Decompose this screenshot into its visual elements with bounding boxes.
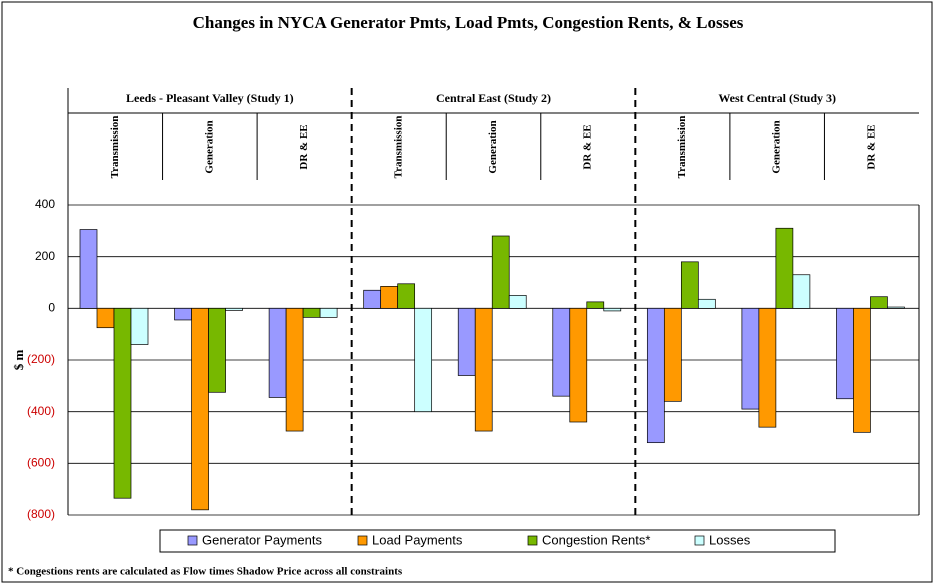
- legend-label: Generator Payments: [202, 532, 322, 547]
- x-tick-label: Generation: [487, 120, 499, 173]
- bar: [96, 307, 115, 329]
- bar: [397, 283, 416, 309]
- bar: [663, 307, 682, 402]
- bar: [586, 301, 605, 309]
- y-tick-label: (200): [27, 352, 55, 366]
- bar: [113, 307, 132, 499]
- group-label: Leeds - Pleasant Valley (Study 1): [126, 91, 294, 105]
- bar: [853, 307, 871, 433]
- y-tick-label: (400): [27, 404, 55, 418]
- bar: [870, 296, 888, 309]
- legend-swatch: [187, 535, 198, 546]
- legend-label: Congestion Rents*: [542, 532, 650, 547]
- bar: [130, 307, 149, 345]
- x-tick-label: DR & EE: [298, 124, 310, 169]
- bar: [225, 307, 243, 311]
- bar: [680, 261, 699, 309]
- bar: [758, 307, 777, 428]
- legend-swatch: [527, 535, 538, 546]
- x-tick-label: DR & EE: [582, 124, 594, 169]
- bar: [79, 229, 98, 309]
- bar: [268, 307, 287, 398]
- group-label: Central East (Study 2): [436, 91, 551, 105]
- legend-box: [159, 529, 836, 553]
- y-tick-label: 0: [48, 301, 55, 315]
- bar: [552, 307, 571, 397]
- bar: [887, 306, 905, 309]
- bar: [174, 307, 192, 321]
- x-tick-label: Generation: [203, 120, 215, 173]
- x-tick-label: Generation: [771, 120, 783, 173]
- bar: [319, 307, 338, 318]
- bar: [508, 295, 527, 309]
- bar: [491, 235, 510, 309]
- bar: [474, 307, 493, 432]
- bar: [363, 289, 382, 309]
- footnote: * Congestions rents are calculated as Fl…: [8, 566, 403, 578]
- bar: [603, 307, 622, 312]
- bar: [697, 298, 716, 309]
- legend-label: Losses: [709, 532, 751, 547]
- bar: [414, 307, 433, 413]
- bar: [569, 307, 588, 423]
- bar: [646, 307, 665, 444]
- bar: [302, 307, 321, 318]
- legend-swatch: [694, 535, 705, 546]
- x-tick-label: DR & EE: [865, 124, 877, 169]
- bar: [208, 307, 226, 393]
- bar: [741, 307, 760, 410]
- legend-label: Load Payments: [372, 532, 463, 547]
- bar: [836, 307, 854, 400]
- x-tick-label: Transmission: [109, 116, 121, 179]
- chart-title: Changes in NYCA Generator Pmts, Load Pmt…: [193, 13, 744, 32]
- y-tick-label: (600): [27, 456, 55, 470]
- x-tick-label: Transmission: [392, 116, 404, 179]
- bar: [457, 307, 476, 376]
- y-tick-label: (800): [27, 507, 55, 521]
- y-tick-label: 200: [35, 249, 55, 263]
- bar: [285, 307, 304, 432]
- group-label: West Central (Study 3): [718, 91, 836, 105]
- bar: [775, 227, 794, 309]
- bar: [191, 307, 209, 511]
- bar: [380, 286, 399, 309]
- legend-swatch: [357, 535, 368, 546]
- y-tick-label: 400: [35, 197, 55, 211]
- x-tick-label: Transmission: [676, 116, 688, 179]
- bar: [792, 274, 811, 309]
- y-axis-label: $ m: [11, 350, 26, 371]
